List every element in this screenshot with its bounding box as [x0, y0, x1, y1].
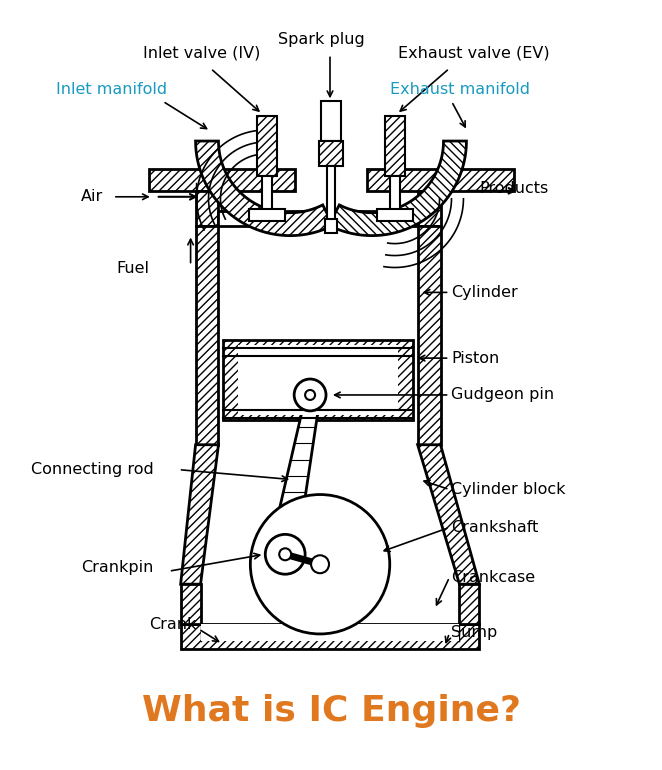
- Text: Crankpin: Crankpin: [81, 560, 154, 574]
- Bar: [224, 340, 412, 420]
- Polygon shape: [418, 445, 479, 584]
- Bar: [385, 116, 404, 176]
- Bar: [321, 101, 341, 141]
- Text: Crankshaft: Crankshaft: [451, 520, 539, 535]
- Bar: [418, 226, 440, 445]
- Bar: [218, 211, 418, 226]
- Text: Inlet valve (IV): Inlet valve (IV): [143, 46, 260, 61]
- Bar: [262, 176, 272, 216]
- Text: Inlet manifold: Inlet manifold: [56, 82, 167, 97]
- Polygon shape: [195, 141, 333, 236]
- Bar: [218, 226, 418, 445]
- Polygon shape: [268, 411, 318, 557]
- Text: Crank: Crank: [149, 618, 196, 632]
- Polygon shape: [201, 445, 459, 584]
- Text: Cylinder block: Cylinder block: [451, 482, 566, 497]
- Text: Air: Air: [81, 189, 103, 204]
- Text: Piston: Piston: [451, 350, 500, 366]
- Text: Gudgeon pin: Gudgeon pin: [451, 387, 555, 403]
- Bar: [201, 624, 459, 641]
- Circle shape: [250, 494, 390, 634]
- Polygon shape: [329, 141, 467, 236]
- Circle shape: [279, 548, 291, 561]
- Text: Crankcase: Crankcase: [451, 570, 536, 584]
- Bar: [319, 141, 343, 166]
- Bar: [195, 226, 218, 445]
- Bar: [377, 209, 412, 221]
- Bar: [390, 176, 400, 216]
- Text: Cylinder: Cylinder: [451, 285, 518, 300]
- Bar: [459, 584, 479, 624]
- Bar: [218, 191, 418, 211]
- Bar: [250, 209, 285, 221]
- Circle shape: [305, 390, 315, 400]
- Text: Products: Products: [479, 181, 549, 196]
- Text: Spark plug: Spark plug: [278, 32, 365, 47]
- Text: Exhaust manifold: Exhaust manifold: [390, 82, 530, 97]
- Bar: [181, 624, 479, 649]
- Circle shape: [294, 379, 326, 411]
- Text: Sump: Sump: [451, 625, 498, 641]
- Bar: [238, 345, 398, 415]
- Text: Connecting rod: Connecting rod: [31, 462, 154, 477]
- Bar: [325, 219, 337, 233]
- Circle shape: [265, 534, 305, 574]
- Bar: [149, 169, 295, 191]
- Text: Exhaust valve (EV): Exhaust valve (EV): [398, 46, 549, 61]
- Circle shape: [311, 555, 329, 573]
- Bar: [367, 169, 514, 191]
- Bar: [258, 116, 277, 176]
- Bar: [327, 166, 335, 221]
- Text: Fuel: Fuel: [116, 261, 149, 276]
- Text: What is IC Engine?: What is IC Engine?: [142, 694, 520, 728]
- Bar: [195, 191, 218, 226]
- Polygon shape: [181, 445, 218, 584]
- Bar: [181, 584, 201, 624]
- Bar: [418, 191, 440, 226]
